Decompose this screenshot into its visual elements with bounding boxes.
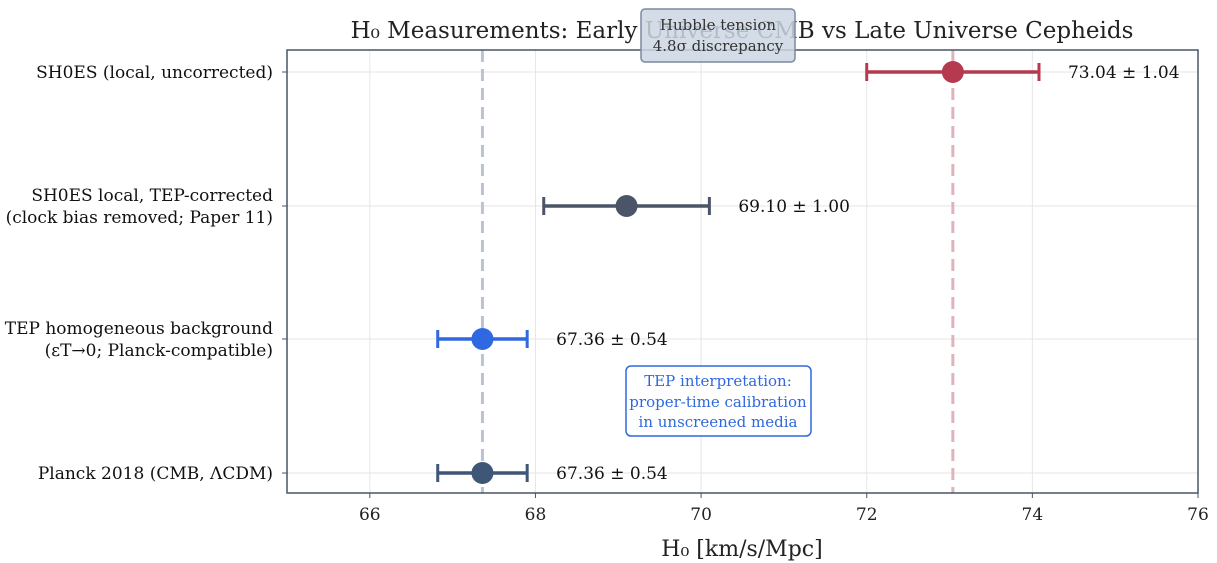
tep-interpretation-box xyxy=(625,365,812,437)
reference-lines xyxy=(480,50,955,493)
value-label: 67.36 ± 0.54 xyxy=(556,330,668,350)
hubble-tension-line-1: Hubble tension xyxy=(660,16,776,34)
data-point xyxy=(471,328,494,350)
x-tick-label: 70 xyxy=(690,505,712,525)
measurement-3: 67.36 ± 0.54 xyxy=(436,462,668,484)
tep-interpretation-line-3: in unscreened media xyxy=(639,413,798,431)
tep-interpretation-line-2: proper-time calibration xyxy=(629,393,807,411)
hubble-tension-line-2: 4.8σ discrepancy xyxy=(653,37,784,55)
category-label: (clock bias removed; Paper 11) xyxy=(6,208,273,228)
category-label: TEP homogeneous background xyxy=(5,319,273,339)
data-points: 73.04 ± 1.04 69.10 ± 1.00 67.36 ± 0.54 67.3… xyxy=(436,61,1180,484)
data-point xyxy=(471,462,494,484)
x-ticks: 66 68 70 72 74 76 xyxy=(359,493,1209,525)
tep-interpretation-annotation: TEP interpretation: proper-time calibrat… xyxy=(625,365,812,437)
x-tick-label: 76 xyxy=(1187,505,1209,525)
category-label: SH0ES (local, uncorrected) xyxy=(36,63,273,83)
measurement-1: 69.10 ± 1.00 xyxy=(542,195,850,217)
y-ticks: SH0ES (local, uncorrected) SH0ES local, T… xyxy=(5,63,287,484)
category-label: Planck 2018 (CMB, ΛCDM) xyxy=(38,464,273,484)
measurement-0: 73.04 ± 1.04 xyxy=(865,61,1180,83)
x-tick-label: 68 xyxy=(525,505,547,525)
hubble-tension-annotation: Hubble tension 4.8σ discrepancy xyxy=(640,8,796,63)
x-tick-label: 74 xyxy=(1022,505,1044,525)
category-label: SH0ES local, TEP-corrected xyxy=(31,186,273,206)
category-label: (εT→0; Planck-compatible) xyxy=(45,341,273,361)
x-axis-label: H₀ [km/s/Mpc] xyxy=(661,537,822,562)
hubble-tension-box xyxy=(640,8,796,63)
value-label: 69.10 ± 1.00 xyxy=(738,197,850,217)
measurement-2: 67.36 ± 0.54 xyxy=(436,328,668,350)
x-tick-label: 72 xyxy=(856,505,878,525)
value-label: 67.36 ± 0.54 xyxy=(556,464,668,484)
value-label: 73.04 ± 1.04 xyxy=(1068,63,1180,83)
tep-interpretation-line-1: TEP interpretation: xyxy=(644,372,792,390)
x-tick-label: 66 xyxy=(359,505,381,525)
data-point xyxy=(941,61,964,83)
data-point xyxy=(615,195,638,217)
